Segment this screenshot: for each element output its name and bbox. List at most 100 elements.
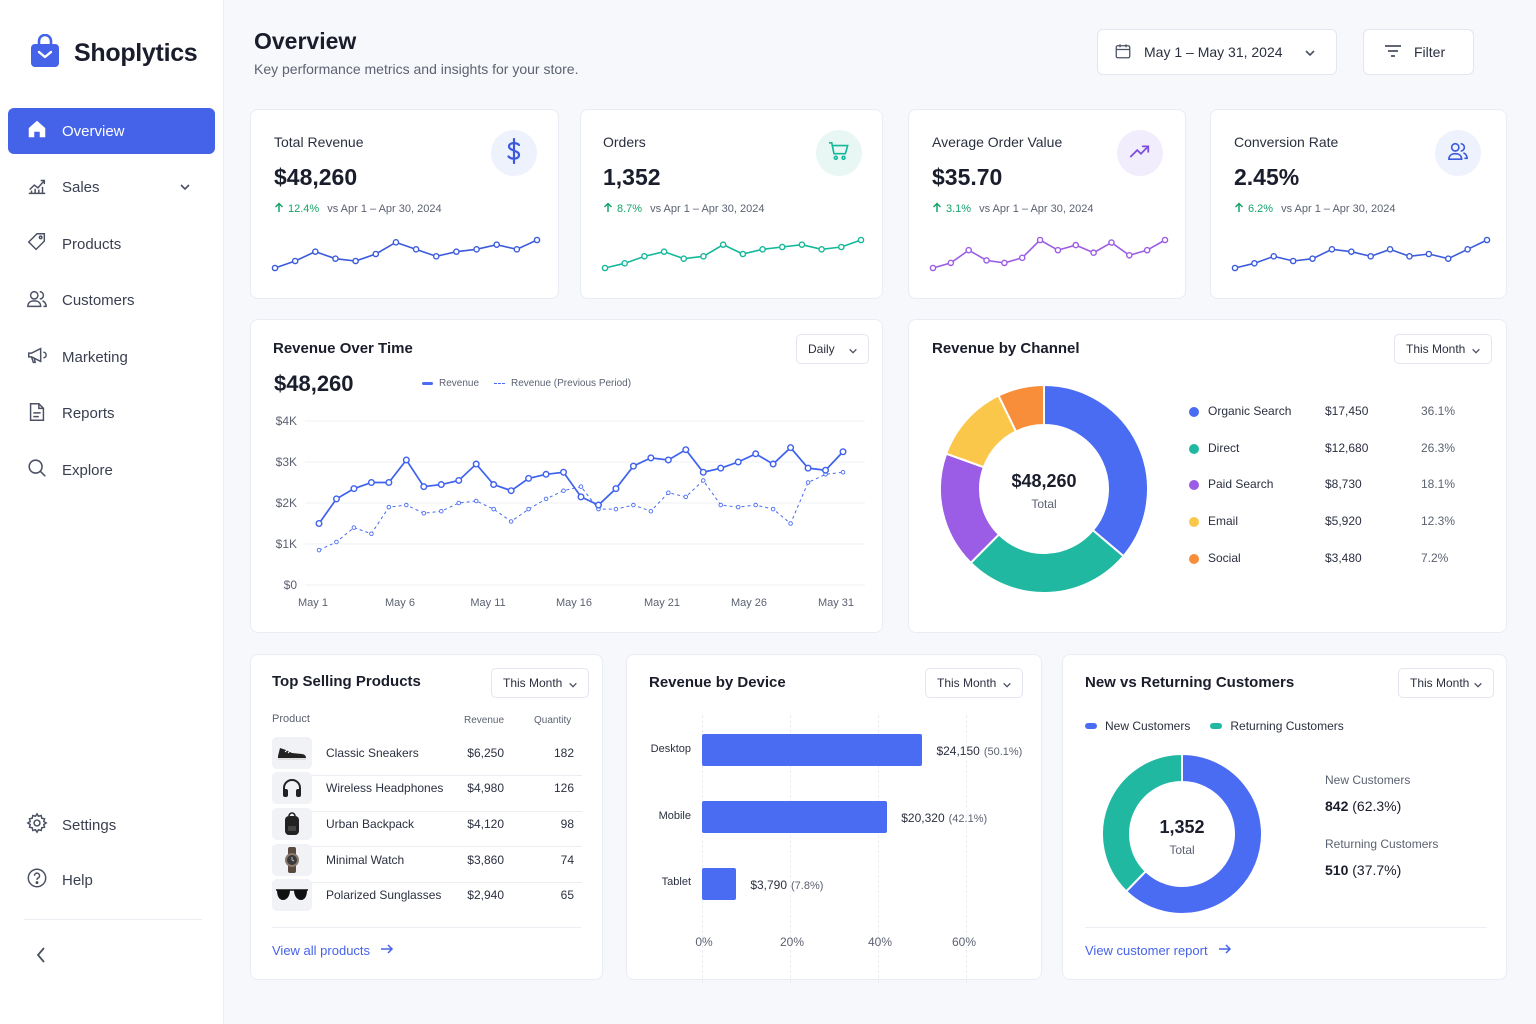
row-divider	[272, 811, 582, 812]
chevron-left-icon	[35, 946, 47, 969]
kpi-icon-wrap	[1435, 130, 1481, 176]
revenue-point	[472, 460, 480, 468]
x-tick: May 26	[730, 597, 768, 609]
donut-slice-returning	[1101, 753, 1183, 893]
revenue-point	[612, 485, 620, 493]
sparkline-point	[493, 241, 500, 248]
nav-label: Settings	[62, 816, 117, 834]
logo[interactable]: Shoplytics	[30, 33, 198, 73]
donut-center: $48,260 Total	[994, 471, 1094, 511]
table-row[interactable]: Classic Sneakers $6,250 182	[272, 737, 582, 769]
view-customer-report-link[interactable]: View customer report	[1085, 943, 1232, 958]
device-amount: $24,150	[936, 744, 980, 758]
legend-label: New Customers	[1105, 719, 1191, 733]
previous-period-point	[840, 469, 846, 475]
nav-item-marketing[interactable]: Marketing	[8, 334, 215, 380]
select-value: This Month	[1410, 676, 1470, 690]
stat-value: 842 (62.3%)	[1325, 798, 1410, 814]
nav-item-products[interactable]: Products	[8, 221, 215, 267]
revenue-point	[682, 446, 690, 454]
period-select[interactable]: This Month	[1394, 334, 1492, 364]
row-divider	[272, 927, 581, 928]
product-name: Wireless Headphones	[326, 781, 444, 795]
card-title: Top Selling Products	[272, 673, 421, 690]
nav-item-explore[interactable]: Explore	[8, 447, 215, 493]
column-header: Revenue	[464, 715, 505, 726]
previous-period-point	[666, 490, 671, 495]
previous-period-point	[473, 498, 479, 504]
nav-item-reports[interactable]: Reports	[8, 391, 215, 437]
arrow-up-icon	[1234, 202, 1244, 216]
chevron-down-icon	[1002, 679, 1012, 693]
sparkline-point	[660, 248, 668, 255]
product-quantity: 98	[560, 817, 574, 831]
channel-pct: 26.3%	[1421, 441, 1456, 455]
select-value: This Month	[1406, 342, 1466, 356]
donut-total-value: $48,260	[1011, 471, 1077, 491]
sparkline-point	[857, 236, 865, 244]
filter-button[interactable]: Filter	[1363, 29, 1474, 75]
grid-line	[878, 715, 879, 983]
home-icon	[26, 118, 48, 144]
page-title: Overview	[254, 28, 357, 54]
sparkline-point	[473, 246, 480, 253]
sparkline-point	[680, 255, 688, 262]
sparkline-point	[1108, 239, 1115, 246]
legend: New Customers Returning Customers	[1085, 719, 1344, 733]
backpack-icon	[272, 808, 312, 840]
previous-period-point	[543, 496, 549, 502]
trend-up-icon	[1129, 143, 1151, 164]
period-select[interactable]: This Month	[925, 668, 1023, 698]
sparkline-point	[798, 241, 806, 248]
nav-item-sales[interactable]: Sales	[8, 165, 215, 211]
arrow-up-icon	[603, 202, 613, 216]
product-revenue: $6,250	[467, 746, 504, 760]
y-tick: $4K	[275, 414, 297, 428]
date-range-picker[interactable]: May 1 – May 31, 2024	[1097, 29, 1337, 75]
nav-item-overview[interactable]: Overview	[8, 108, 215, 154]
period-select[interactable]: This Month	[491, 668, 589, 698]
product-name: Minimal Watch	[326, 853, 405, 867]
revenue-point	[822, 466, 830, 474]
sparkline-path	[604, 239, 862, 269]
sparkline-point	[1406, 253, 1413, 260]
document-icon	[26, 401, 48, 427]
channel-row: Organic Search $17,450 36.1%	[1189, 404, 1469, 420]
period-select[interactable]: This Month	[1398, 668, 1494, 698]
table-row[interactable]: Wireless Headphones $4,980 126	[272, 772, 582, 804]
sparkline-path	[274, 239, 538, 269]
nav-item-settings[interactable]: Settings	[8, 802, 215, 848]
kpi-change-pct: 6.2%	[1248, 203, 1274, 215]
granularity-select[interactable]: Daily	[796, 334, 869, 364]
channel-value: $5,920	[1325, 514, 1362, 528]
revenue-point	[787, 444, 795, 452]
nav-item-customers[interactable]: Customers	[8, 278, 215, 324]
table-row[interactable]: Minimal Watch $3,860 74	[272, 844, 582, 876]
sparkline-point	[1054, 246, 1062, 254]
sparkline-point	[1231, 264, 1239, 272]
nav-label: Sales	[62, 179, 100, 196]
sparkline-point	[1072, 241, 1080, 249]
kpi-change-pct: 8.7%	[617, 203, 643, 215]
previous-period-point	[753, 502, 758, 508]
table-row[interactable]: Polarized Sunglasses $2,940 65	[272, 879, 582, 911]
collapse-sidebar-button[interactable]	[30, 946, 52, 968]
top-products-card: Top Selling Products This Month Product …	[250, 654, 603, 980]
previous-period-point	[631, 502, 636, 508]
legend-swatch	[1085, 723, 1097, 729]
card-title: New vs Returning Customers	[1085, 674, 1295, 691]
kpi-icon-wrap	[816, 130, 862, 176]
device-value: $3,790 (7.8%)	[750, 878, 823, 892]
nav-item-help[interactable]: Help	[8, 857, 215, 903]
previous-period-point	[561, 488, 566, 493]
sparkline-point	[1251, 260, 1258, 267]
revenue-point	[752, 450, 760, 458]
help-icon	[26, 867, 48, 893]
channel-donut	[939, 384, 1149, 594]
view-all-products-link[interactable]: View all products	[272, 943, 394, 958]
kpi-change-pct: 3.1%	[946, 203, 972, 215]
kpi-change: 3.1% vs Apr 1 – Apr 30, 2024	[932, 202, 1093, 216]
device-value: $20,320 (42.1%)	[901, 811, 987, 825]
table-row[interactable]: Urban Backpack $4,120 98	[272, 808, 582, 840]
revenue-point	[717, 464, 725, 472]
